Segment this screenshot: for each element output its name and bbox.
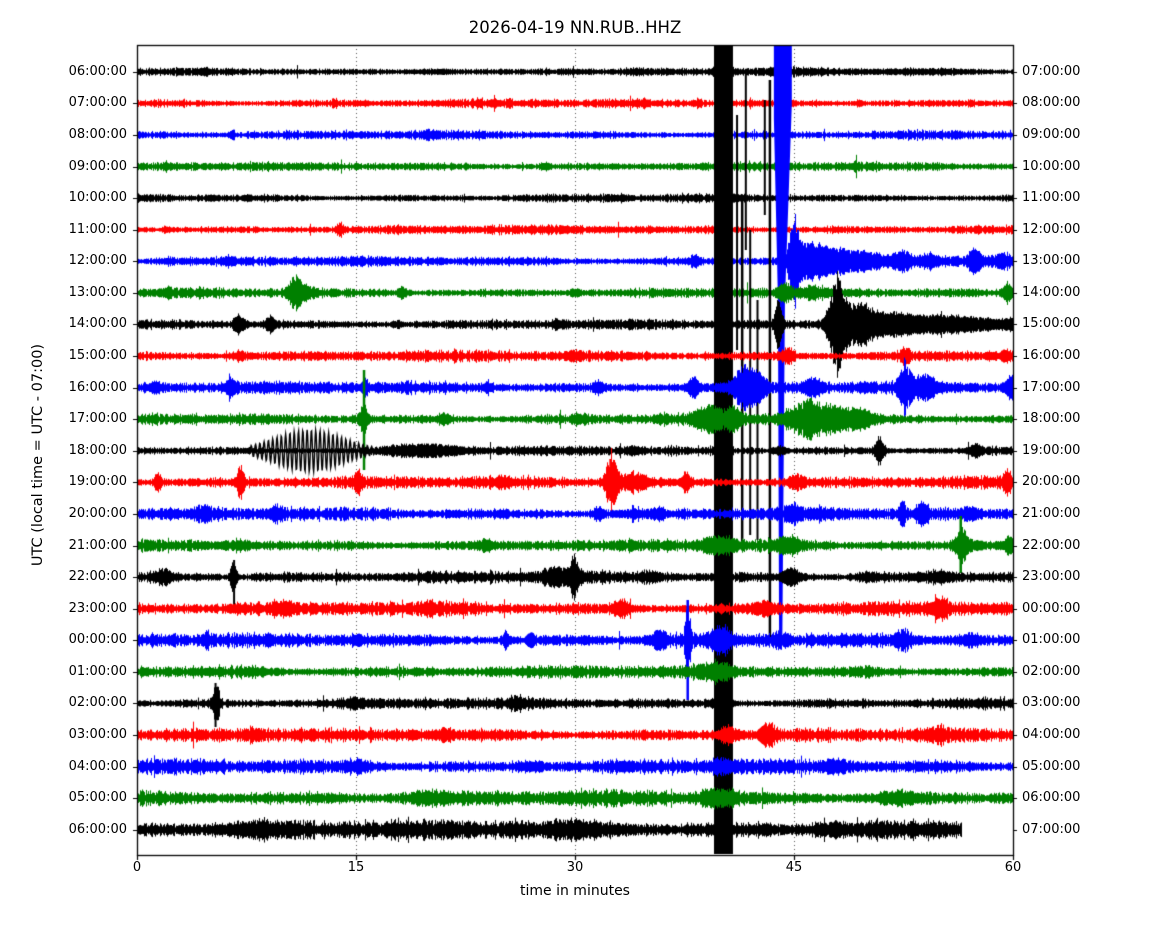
local-tick-label: 08:00:00 bbox=[1022, 95, 1081, 111]
local-tick-label: 02:00:00 bbox=[1022, 663, 1081, 679]
local-tick-label: 01:00:00 bbox=[1022, 632, 1081, 648]
local-tick-label: 00:00:00 bbox=[1022, 600, 1081, 616]
local-tick-label: 04:00:00 bbox=[1022, 727, 1081, 743]
local-tick-label: 06:00:00 bbox=[1022, 790, 1081, 806]
local-tick-label: 23:00:00 bbox=[1022, 569, 1081, 585]
local-tick-label: 07:00:00 bbox=[1022, 821, 1081, 837]
utc-tick-label: 17:00:00 bbox=[68, 411, 127, 427]
x-axis-label: time in minutes bbox=[520, 883, 630, 899]
local-tick-label: 17:00:00 bbox=[1022, 379, 1081, 395]
x-tick-label: 0 bbox=[132, 860, 142, 875]
utc-tick-label: 16:00:00 bbox=[68, 379, 127, 395]
utc-tick-label: 11:00:00 bbox=[68, 221, 127, 237]
local-tick-label: 18:00:00 bbox=[1022, 411, 1081, 427]
x-tick-label: 60 bbox=[1004, 860, 1022, 875]
local-tick-label: 14:00:00 bbox=[1022, 284, 1081, 300]
utc-tick-label: 22:00:00 bbox=[68, 569, 127, 585]
utc-tick-label: 09:00:00 bbox=[68, 158, 127, 174]
utc-tick-label: 19:00:00 bbox=[68, 474, 127, 490]
utc-tick-label: 04:00:00 bbox=[68, 758, 127, 774]
local-tick-label: 15:00:00 bbox=[1022, 316, 1081, 332]
utc-tick-label: 01:00:00 bbox=[68, 663, 127, 679]
local-tick-label: 09:00:00 bbox=[1022, 126, 1081, 142]
utc-tick-label: 06:00:00 bbox=[68, 63, 127, 79]
utc-tick-label: 13:00:00 bbox=[68, 284, 127, 300]
x-tick-label: 45 bbox=[785, 860, 803, 875]
utc-tick-label: 06:00:00 bbox=[68, 821, 127, 837]
utc-tick-label: 20:00:00 bbox=[68, 505, 127, 521]
utc-tick-label: 21:00:00 bbox=[68, 537, 127, 553]
local-tick-label: 19:00:00 bbox=[1022, 442, 1081, 458]
utc-tick-label: 03:00:00 bbox=[68, 727, 127, 743]
x-tick-label: 15 bbox=[347, 860, 365, 875]
utc-tick-label: 08:00:00 bbox=[68, 126, 127, 142]
utc-tick-label: 00:00:00 bbox=[68, 632, 127, 648]
plot-title: 2026-04-19 NN.RUB..HHZ bbox=[468, 18, 682, 37]
local-tick-label: 16:00:00 bbox=[1022, 348, 1081, 364]
local-tick-label: 22:00:00 bbox=[1022, 537, 1081, 553]
utc-tick-label: 15:00:00 bbox=[68, 348, 127, 364]
local-tick-label: 11:00:00 bbox=[1022, 190, 1081, 206]
local-tick-label: 12:00:00 bbox=[1022, 221, 1081, 237]
utc-tick-label: 05:00:00 bbox=[68, 790, 127, 806]
x-tick-label: 30 bbox=[566, 860, 584, 875]
utc-tick-label: 02:00:00 bbox=[68, 695, 127, 711]
local-tick-label: 07:00:00 bbox=[1022, 63, 1081, 79]
utc-tick-label: 12:00:00 bbox=[68, 253, 127, 269]
utc-tick-label: 10:00:00 bbox=[68, 190, 127, 206]
utc-tick-label: 07:00:00 bbox=[68, 95, 127, 111]
local-tick-label: 13:00:00 bbox=[1022, 253, 1081, 269]
local-tick-label: 03:00:00 bbox=[1022, 695, 1081, 711]
utc-tick-label: 18:00:00 bbox=[68, 442, 127, 458]
local-tick-label: 20:00:00 bbox=[1022, 474, 1081, 490]
local-tick-label: 05:00:00 bbox=[1022, 758, 1081, 774]
utc-tick-label: 14:00:00 bbox=[68, 316, 127, 332]
local-tick-label: 21:00:00 bbox=[1022, 505, 1081, 521]
local-tick-label: 10:00:00 bbox=[1022, 158, 1081, 174]
utc-tick-label: 23:00:00 bbox=[68, 600, 127, 616]
